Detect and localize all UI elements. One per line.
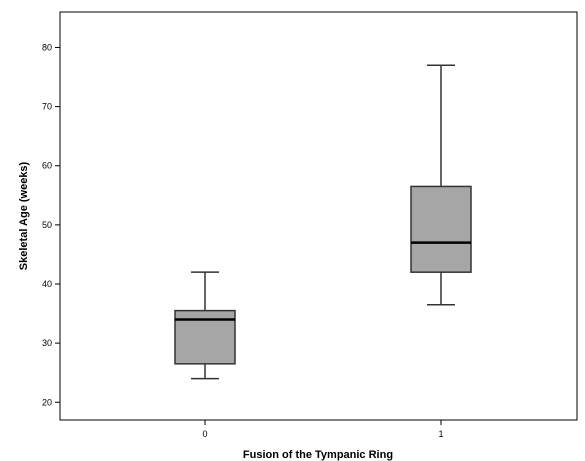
y-axis: 20 30 40 50 60 70 80 <box>42 42 60 407</box>
boxes <box>174 64 472 380</box>
box-iqr <box>410 185 472 273</box>
x-axis-title: Fusion of the Tympanic Ring <box>243 449 393 461</box>
y-tick-label: 20 <box>42 397 52 407</box>
y-tick-label: 60 <box>42 161 52 171</box>
y-tick-label: 70 <box>42 102 52 112</box>
x-tick-label: 0 <box>202 429 207 439</box>
plot-frame <box>59 11 578 421</box>
y-tick-label: 80 <box>42 42 52 52</box>
y-axis-title: Skeletal Age (weeks) <box>18 161 30 270</box>
y-tick-label: 30 <box>42 338 52 348</box>
y-tick-label: 50 <box>42 220 52 230</box>
y-tick-label: 40 <box>42 279 52 289</box>
x-tick-label: 1 <box>438 429 443 439</box>
